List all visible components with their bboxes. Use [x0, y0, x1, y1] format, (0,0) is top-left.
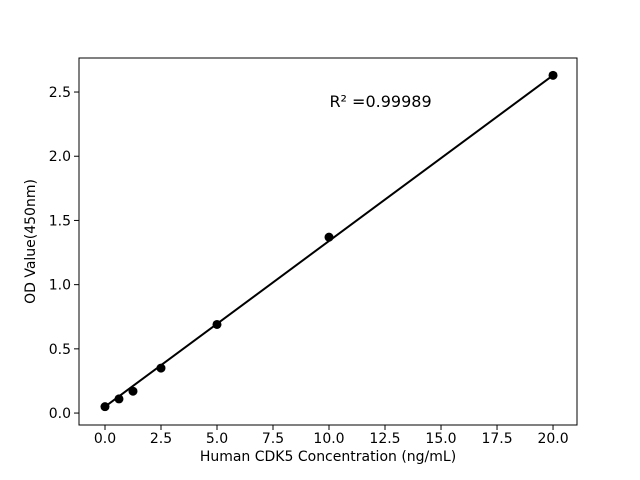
y-tick-label: 0.0: [49, 406, 71, 422]
plot-border: [78, 57, 578, 426]
data-point: [324, 232, 334, 242]
x-tick-label: 15.0: [425, 431, 456, 447]
y-tick-label: 0.5: [49, 342, 71, 358]
y-tick-label: 2.0: [49, 149, 71, 165]
y-tick-label: 2.5: [49, 85, 71, 101]
data-point: [100, 402, 110, 412]
x-tick-label: 5.0: [206, 431, 228, 447]
x-tick-label: 2.5: [150, 431, 172, 447]
data-point: [156, 363, 166, 373]
y-tick-label: 1.5: [49, 213, 71, 229]
x-tick-label: 12.5: [369, 431, 400, 447]
x-tick-label: 17.5: [481, 431, 512, 447]
r-squared-annotation: R² =0.99989: [329, 92, 431, 111]
data-point: [548, 70, 558, 80]
x-tick-label: 20.0: [537, 431, 568, 447]
y-tick-label: 1.0: [49, 278, 71, 294]
data-point: [128, 386, 138, 396]
x-tick-label: 0.0: [94, 431, 116, 447]
data-point: [114, 394, 124, 404]
x-tick-label: 10.0: [313, 431, 344, 447]
data-point: [212, 319, 222, 329]
x-axis-label: Human CDK5 Concentration (ng/mL): [200, 449, 456, 465]
x-tick-label: 7.5: [262, 431, 284, 447]
y-axis-label: OD Value(450nm): [23, 179, 39, 304]
